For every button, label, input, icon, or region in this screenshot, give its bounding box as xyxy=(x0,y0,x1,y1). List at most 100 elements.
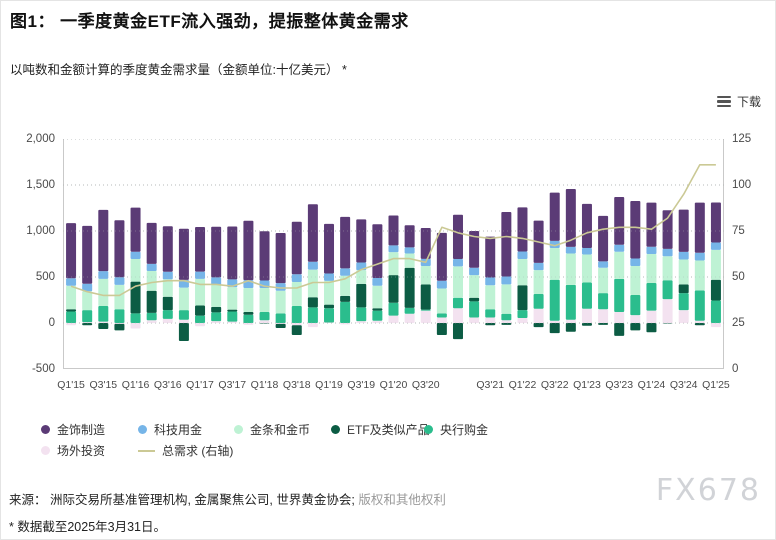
bar-segment-otc xyxy=(662,299,673,323)
bar-segment-etf xyxy=(211,306,222,313)
bar-segment-otc xyxy=(275,323,286,324)
source-prefix: 来源： xyxy=(9,493,47,507)
bar-segment-central_banks xyxy=(501,313,512,321)
bar-segment-jewellery xyxy=(162,226,173,272)
bar-segment-otc xyxy=(533,308,544,323)
bar-segment-jewellery xyxy=(485,236,496,278)
bar-segment-bar_coin xyxy=(598,267,609,294)
bar-segment-jewellery xyxy=(98,209,109,272)
bar-segment-jewellery xyxy=(324,223,335,274)
legend-item-bar_coin[interactable]: 金条和金币 xyxy=(234,421,331,438)
bar-segment-bar_coin xyxy=(178,287,189,311)
legend-item-total-demand[interactable]: 总需求 (右轴) xyxy=(138,442,741,459)
legend-dot-icon xyxy=(41,425,50,434)
bar-segment-etf xyxy=(82,323,93,326)
bar-segment-otc xyxy=(195,323,206,327)
x-axis-tick: Q1'17 xyxy=(186,379,214,391)
bar-segment-jewellery xyxy=(662,210,673,249)
bar-segment-otc xyxy=(565,319,576,323)
bar-segment-etf xyxy=(195,305,206,316)
bar-segment-bar_coin xyxy=(436,288,447,314)
bar-segment-otc xyxy=(581,308,592,323)
bar-segment-etf xyxy=(710,279,721,301)
watermark: FX678 xyxy=(655,473,761,508)
bar-segment-otc xyxy=(211,321,222,323)
download-button[interactable]: 下载 xyxy=(716,93,761,110)
total-demand-line xyxy=(70,163,716,297)
bar-segment-technology xyxy=(517,251,528,260)
bar-segment-bar_coin xyxy=(694,260,705,291)
bar-segment-technology xyxy=(662,248,673,257)
bar-segment-central_banks xyxy=(195,315,206,323)
bar-segment-central_banks xyxy=(146,312,157,321)
bar-segment-technology xyxy=(307,261,318,270)
bar-segment-etf xyxy=(501,323,512,325)
bar-segment-etf xyxy=(291,325,302,335)
bar-segment-otc xyxy=(694,320,705,323)
bar-segment-etf xyxy=(565,323,576,332)
bar-segment-central_banks xyxy=(130,313,141,323)
bar-segment-otc xyxy=(452,308,463,323)
bar-segment-etf xyxy=(630,323,641,331)
copyright-link[interactable]: 版权和其他权利 xyxy=(358,493,446,507)
y-axis-right-tick: 25 xyxy=(732,317,745,329)
bar-segment-otc xyxy=(178,319,189,323)
bar-segment-jewellery xyxy=(82,225,93,284)
y-axis-left-tick: 1,500 xyxy=(26,179,55,191)
bar-segment-otc xyxy=(82,322,93,323)
bar-segment-etf xyxy=(678,284,689,294)
chart-title: 图1： 一季度黄金ETF流入强劲，提振整体黄金需求 xyxy=(10,12,409,31)
bar-segment-otc xyxy=(436,317,447,323)
bar-segment-central_banks xyxy=(694,290,705,321)
bar-segment-central_banks xyxy=(404,307,415,314)
y-axis-right-tick: 75 xyxy=(732,225,745,237)
bar-segment-technology xyxy=(82,283,93,292)
bar-segment-bar_coin xyxy=(710,249,721,280)
bar-segment-technology xyxy=(404,247,415,254)
bar-segment-central_banks xyxy=(291,305,302,323)
bar-segment-technology xyxy=(630,258,641,266)
bar-segment-technology xyxy=(340,268,351,276)
legend-item-jewellery[interactable]: 金饰制造 xyxy=(41,421,138,438)
bar-segment-central_banks xyxy=(114,309,125,323)
bar-segment-technology xyxy=(452,258,463,267)
legend-item-etf[interactable]: ETF及类似产品 xyxy=(331,421,430,438)
bar-segment-bar_coin xyxy=(98,278,109,306)
bar-segment-jewellery xyxy=(565,188,576,247)
bar-segment-central_banks xyxy=(436,313,447,318)
legend-label: 金饰制造 xyxy=(57,423,106,437)
legend-item-central_banks[interactable]: 央行购金 xyxy=(424,421,741,438)
legend-item-otc[interactable]: 场外投资 xyxy=(41,442,138,459)
bar-segment-technology xyxy=(710,242,721,250)
bar-segment-jewellery xyxy=(469,231,480,268)
bar-segment-central_banks xyxy=(324,308,335,323)
plot-canvas xyxy=(63,139,724,369)
y-axis-left-tick: 1,000 xyxy=(26,225,55,237)
x-axis-tick: Q3'22 xyxy=(540,379,569,391)
y-axis-right-tick: 125 xyxy=(732,133,752,145)
bar-segment-etf xyxy=(324,304,335,309)
bar-segment-jewellery xyxy=(130,207,141,252)
bar-segment-technology xyxy=(275,283,286,291)
bar-segment-central_banks xyxy=(388,302,399,316)
bar-segment-bar_coin xyxy=(275,290,286,314)
bar-segment-technology xyxy=(485,277,496,286)
legend-item-technology[interactable]: 科技用金 xyxy=(138,421,234,438)
x-axis-tick: Q1'23 xyxy=(573,379,601,391)
bar-segment-bar_coin xyxy=(469,275,480,298)
bar-segment-central_banks xyxy=(678,293,689,311)
bar-segment-otc xyxy=(598,309,609,323)
bar-segment-bar_coin xyxy=(646,254,657,283)
bar-segment-jewellery xyxy=(581,203,592,249)
bar-segment-jewellery xyxy=(501,212,512,277)
y-axis-left-tick: 500 xyxy=(35,271,55,283)
bar-segment-central_banks xyxy=(211,312,222,322)
bar-segment-jewellery xyxy=(356,219,367,263)
bar-segment-bar_coin xyxy=(501,284,512,314)
bar-segment-otc xyxy=(614,311,625,323)
bar-segment-bar_coin xyxy=(356,270,367,284)
legend-dot-icon xyxy=(331,425,340,434)
x-axis-tick: Q3'20 xyxy=(411,379,440,391)
x-axis-tick: Q1'24 xyxy=(637,379,666,391)
bar-segment-etf xyxy=(98,323,109,329)
